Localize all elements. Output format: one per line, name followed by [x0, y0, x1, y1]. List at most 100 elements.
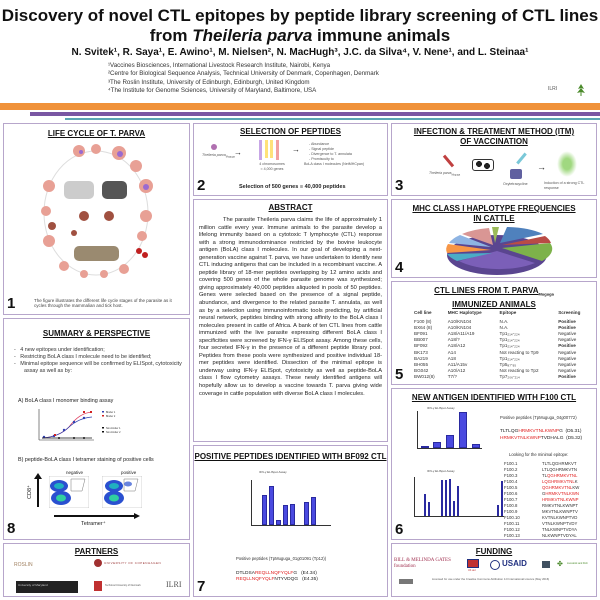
criterion-text: Signal peptide [311, 147, 334, 151]
panel-title: CTL LINES FROM T. PARVAMuguga IMMUNIZED A… [392, 286, 596, 310]
cell: A18 [447, 355, 456, 361]
panel-life-cycle: LIFE CYCLE OF T. PARVA 1 The figure illu… [3, 123, 190, 315]
title-line-1: Discovery of novel CTL epitopes by pepti… [1, 6, 599, 25]
creative-commons-badge-icon [399, 579, 413, 584]
usaid-logo: USAID [502, 559, 527, 568]
cell: A10/KN104 [447, 319, 472, 325]
panel-number: 6 [395, 521, 404, 538]
legend-non-binder-2: Non-binder 2 [106, 431, 121, 434]
seq-epitope: REQLLNQFYQLF [254, 571, 294, 576]
panel-mhc-frequencies: MHC CLASS I HAPLOTYPE FREQUENCIES IN CATT… [391, 199, 597, 278]
list-item: F100.9 MKVTNLKWNPTV [504, 509, 579, 515]
uk-aid-logo: UK aid [468, 569, 476, 572]
cell: A10/KN104 [447, 325, 472, 331]
bar [421, 446, 429, 448]
seq-epitope: HRMKVTNLKWNP [542, 497, 579, 502]
minimal-epitope-label: Looking for the minimal epitope: [509, 452, 569, 457]
list-item: F100.13 NLKWNPTVDYAL [504, 533, 579, 539]
peptide-id: F100.11 [504, 521, 520, 526]
cell: N.A. [499, 319, 509, 325]
cd8-axis-label: CD8⁺ [26, 485, 33, 499]
header-stripe-teal [65, 118, 600, 120]
panel-title: POSITIVE PEPTIDES IDENTIFIED WITH BF092 … [194, 452, 387, 461]
cell: Tp1₂₁₄-₂₂₄ [499, 355, 520, 361]
peptide-id: (E4.35) [302, 577, 318, 582]
cell: Not reacting to Tp9 [499, 349, 539, 355]
affiliations: ¹Vaccines Biosciences, International Liv… [108, 62, 379, 96]
y-axis-arrow-icon [37, 477, 39, 507]
seq-pre: TLTLQGHRMKVT [542, 461, 577, 466]
panel-f100-antigen: NEW ANTIGEN IDENTIFIED WITH F100 CTL IFN… [391, 388, 597, 540]
peptide-id: F100.9 [504, 509, 518, 514]
list-item: F100.7 HRMKVTNLKWNP [504, 497, 579, 503]
list-item: F100.5 QGHRMKVTNLKW [504, 485, 579, 491]
criterion-text: Abundance [311, 142, 330, 146]
parasite-name: Theileria parva [429, 171, 452, 175]
bar [428, 502, 430, 516]
facs-negative-label: negative [66, 470, 84, 475]
table-row: BG042 A10/A12 Not reacting to Tp2 Negative [412, 368, 592, 374]
seq-epitope: QGHRMKVTNL [547, 473, 578, 478]
panel-title: MHC CLASS I HAPLOTYPE FREQUENCIES IN CATT… [392, 204, 596, 224]
legend-binder-1: Binder 1 [106, 411, 116, 414]
affiliation: ⁴The Institute for Genome Sciences, Univ… [108, 87, 317, 95]
list-item: F100.11 VTNLKWNPTVDY [504, 521, 579, 527]
drug-bottles-icon [510, 169, 522, 179]
table-row: BX64 (8) A10/KN104 N.A. Positive [412, 325, 592, 331]
title-line: INFECTION & TREATMENT METHOD (ITM) [413, 127, 575, 136]
positive-peptides-label: Positive peptides (TpMuguga_01g01091 (Tp… [236, 556, 327, 561]
dtu-logo: Technical University of Denmark [105, 584, 141, 587]
panel-title: SUMMARY & PERSPECTIVE [42, 329, 151, 338]
panel-number: 3 [395, 177, 404, 194]
selection-criteria: - Abundance - Signal peptide - Divergenc… [304, 142, 364, 167]
roslin-logo: ROSLIN [14, 562, 33, 568]
peptide-id: F100.8 [504, 503, 518, 508]
title-line: IMMUNIZED ANIMALS [452, 299, 536, 309]
dtu-logo-icon [94, 581, 102, 591]
panel-itm-vaccination: INFECTION & TREATMENT METHOD (ITM) OF VAC… [391, 123, 597, 196]
screening-result: Negative [558, 349, 577, 355]
bullet-item: - Minimal epitope sequence will be confi… [14, 361, 182, 374]
cell: Tp5₈₇-₉₅ [499, 361, 517, 367]
subsection-b-label: B) peptide-BoLA class I tetramer stainin… [18, 457, 154, 463]
panel-title: NEW ANTIGEN IDENTIFIED WITH F100 CTL [411, 393, 577, 402]
bar [304, 502, 309, 525]
chart-title: IFN-γ ELISpot Assay [427, 406, 455, 410]
bar [446, 435, 454, 448]
parasite-label: Theileria parvaMuguga [429, 171, 460, 177]
cell: A18/? [447, 337, 460, 343]
seq-pre: TNLKWNPTVDYA [542, 527, 578, 532]
panel-title: INFECTION & TREATMENT METHOD (ITM) OF VAC… [392, 127, 596, 147]
ilri-partner-logo: ILRI [166, 580, 182, 589]
cell: T7/? [447, 373, 457, 379]
license-text: Licensed for use under the Creative Comm… [432, 577, 550, 581]
bar [262, 495, 267, 525]
poster-title: Discovery of novel CTL epitopes by pepti… [0, 6, 600, 46]
legend-non-binder-1: Non-binder 1 [106, 427, 121, 430]
peptide-sequence: DTLDSAREQLLNQFYQLFG (E4.34) [236, 571, 317, 577]
header-stripe-orange [0, 103, 600, 110]
seq-pre: G [542, 491, 546, 496]
seq-post: K [574, 479, 578, 484]
x-axis-arrowhead-icon [134, 513, 140, 519]
title-line: IN CATTLE [473, 214, 515, 223]
panel-title: FUNDING [475, 547, 513, 556]
bar [269, 486, 274, 525]
peptide-id: F100.12 [504, 527, 520, 532]
screening-result: Positive [558, 343, 576, 349]
cell: A11/A15v [447, 361, 468, 367]
seq-pre: NLKWNPTVDYAL [542, 533, 577, 538]
panel-summary: SUMMARY & PERSPECTIVE - 4 new epitopes u… [3, 318, 190, 540]
seq-epitope: LQGHRMKVTNL [542, 479, 575, 484]
bar [433, 442, 441, 448]
header-cell: Screening [558, 310, 581, 315]
header-cell: Cell line [414, 310, 432, 315]
bar [276, 520, 281, 525]
seq-post: G [559, 429, 563, 434]
table-row: BF092 A18/A12 Tp1₂₁₄-₂₂₄ Positive [412, 343, 592, 349]
positive-peptides-label: Positive peptides (TpMuguga_04g00772) [500, 415, 577, 420]
bar [501, 481, 503, 516]
x-axis-arrow-icon [54, 515, 134, 517]
parasite-icon [211, 144, 217, 150]
cell: BK173 [414, 349, 428, 355]
